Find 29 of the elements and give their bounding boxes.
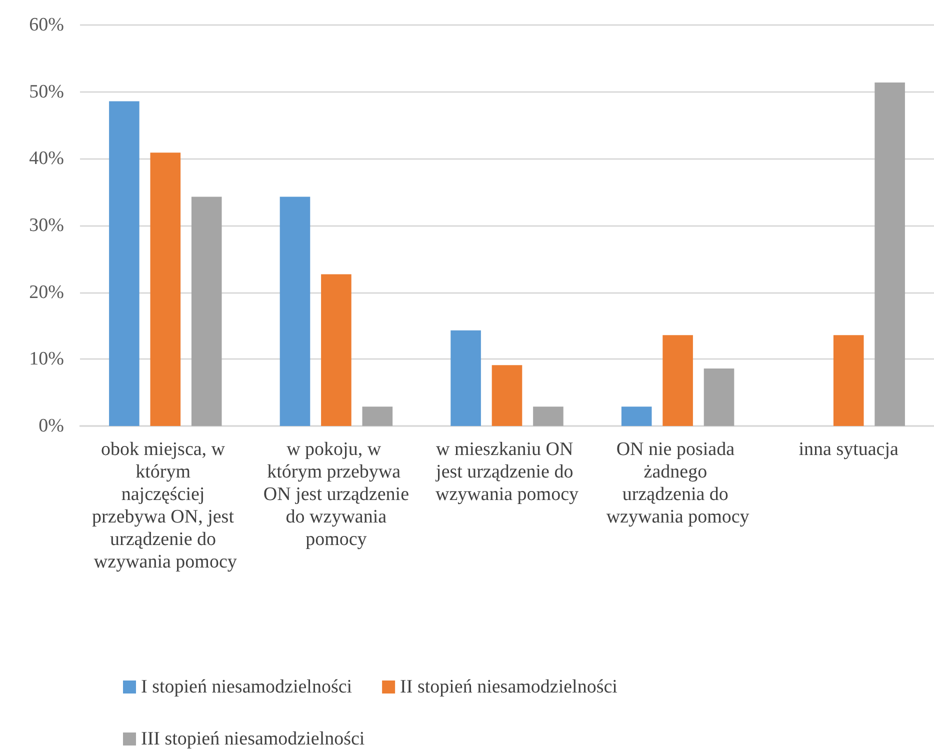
x-tick-label: obok miejsca, w którym najczęściej przebywa ON, jest urządzenie do wzywania pomocy	[92, 438, 239, 572]
bar	[321, 274, 352, 426]
bar	[150, 152, 181, 426]
bar	[492, 365, 522, 426]
bar	[191, 196, 222, 426]
bar	[704, 368, 734, 426]
x-tick-label: inna sytuacja	[798, 438, 900, 460]
y-tick-label: 60%	[29, 14, 64, 36]
bar	[450, 330, 481, 426]
bar	[874, 82, 905, 426]
y-tick-label: 30%	[29, 215, 64, 236]
x-tick-label: w pokoju, w którym przebywa ON jest urządzenie do wzywania pomocy	[263, 438, 410, 550]
legend-label: I stopień niesamodzielności	[141, 676, 352, 698]
legend-label: II stopień niesamodzielności	[400, 676, 618, 698]
bar	[833, 335, 864, 426]
y-tick-label: 50%	[29, 81, 64, 102]
bar	[109, 101, 140, 426]
legend-label: III stopień niesamodzielności	[141, 728, 365, 750]
y-tick-label: 10%	[29, 348, 64, 370]
y-tick-label: 40%	[29, 148, 64, 170]
x-tick-label: w mieszkaniu ON jest urządzenie do wzywania pomocy	[435, 438, 579, 505]
x-tick-label: ON nie posiada żadnego urządzenia do wzywania pomocy	[606, 438, 750, 528]
y-tick-label: 20%	[29, 282, 64, 303]
bar	[621, 406, 652, 426]
bar	[533, 406, 564, 426]
bar	[662, 335, 693, 426]
y-tick-label: 0%	[38, 416, 64, 436]
bar	[362, 406, 393, 426]
bar	[280, 196, 310, 426]
